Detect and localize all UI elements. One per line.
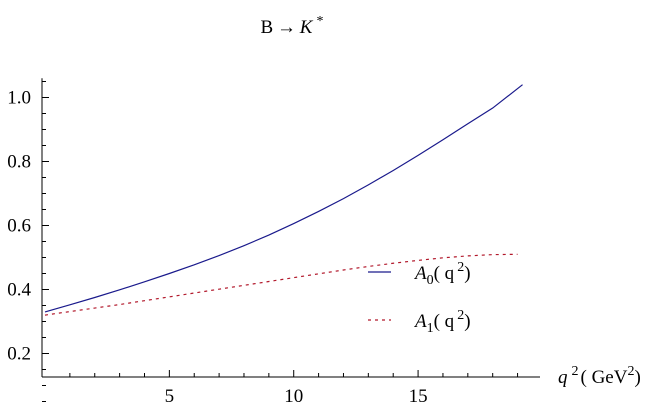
chart-title: B → K * <box>261 14 324 38</box>
series-0-line <box>44 84 523 313</box>
x-tick-label: 15 <box>409 386 428 407</box>
chart-title-base: B → <box>261 17 300 38</box>
legend-series-0-arg: ( q <box>434 263 455 284</box>
legend-label-series-1: A1( q 2) <box>413 308 471 336</box>
legend-label-series-0: A0( q 2) <box>413 260 471 288</box>
x-axis-label-unit: ( GeV <box>581 367 628 388</box>
y-tick-label: 0.2 <box>7 344 31 365</box>
legend-series-1-main: A <box>413 311 427 332</box>
x-tick-label: 5 <box>165 386 175 407</box>
legend-series-0-main: A <box>413 263 427 284</box>
legend-series-0-close: ) <box>464 263 470 284</box>
legend-series-1-arg-exp: 2 <box>457 308 464 323</box>
x-tick-label: 10 <box>284 386 303 407</box>
y-tick-label: 0.6 <box>7 216 31 237</box>
x-axis-label: q 2( GeV2) <box>558 364 641 388</box>
series-1-line <box>44 253 518 316</box>
y-tick-label: 0.4 <box>7 280 31 301</box>
legend-series-0-sub: 0 <box>427 273 434 288</box>
chart-title-italic: K <box>299 17 314 38</box>
chart-title-sup: * <box>316 14 323 29</box>
x-axis-label-var: q <box>558 367 568 388</box>
tick-labels: 5 10 15 0.2 0.4 0.6 0.8 1.0 <box>7 88 427 408</box>
x-axis-label-close: ) <box>634 367 640 388</box>
legend-series-0-arg-exp: 2 <box>457 260 464 275</box>
ticks <box>42 81 519 402</box>
x-axis-label-unit-exp: 2 <box>627 364 634 379</box>
y-tick-label: 0.8 <box>7 152 31 173</box>
x-axis-label-exp: 2 <box>572 364 579 379</box>
y-tick-label: 1.0 <box>7 88 31 109</box>
legend-series-1-close: ) <box>464 311 470 332</box>
series-layer <box>44 84 523 316</box>
legend-series-1-arg: ( q <box>434 311 455 332</box>
legend: A0( q 2) A1( q 2) <box>368 260 471 336</box>
legend-series-1-sub: 1 <box>427 321 434 336</box>
